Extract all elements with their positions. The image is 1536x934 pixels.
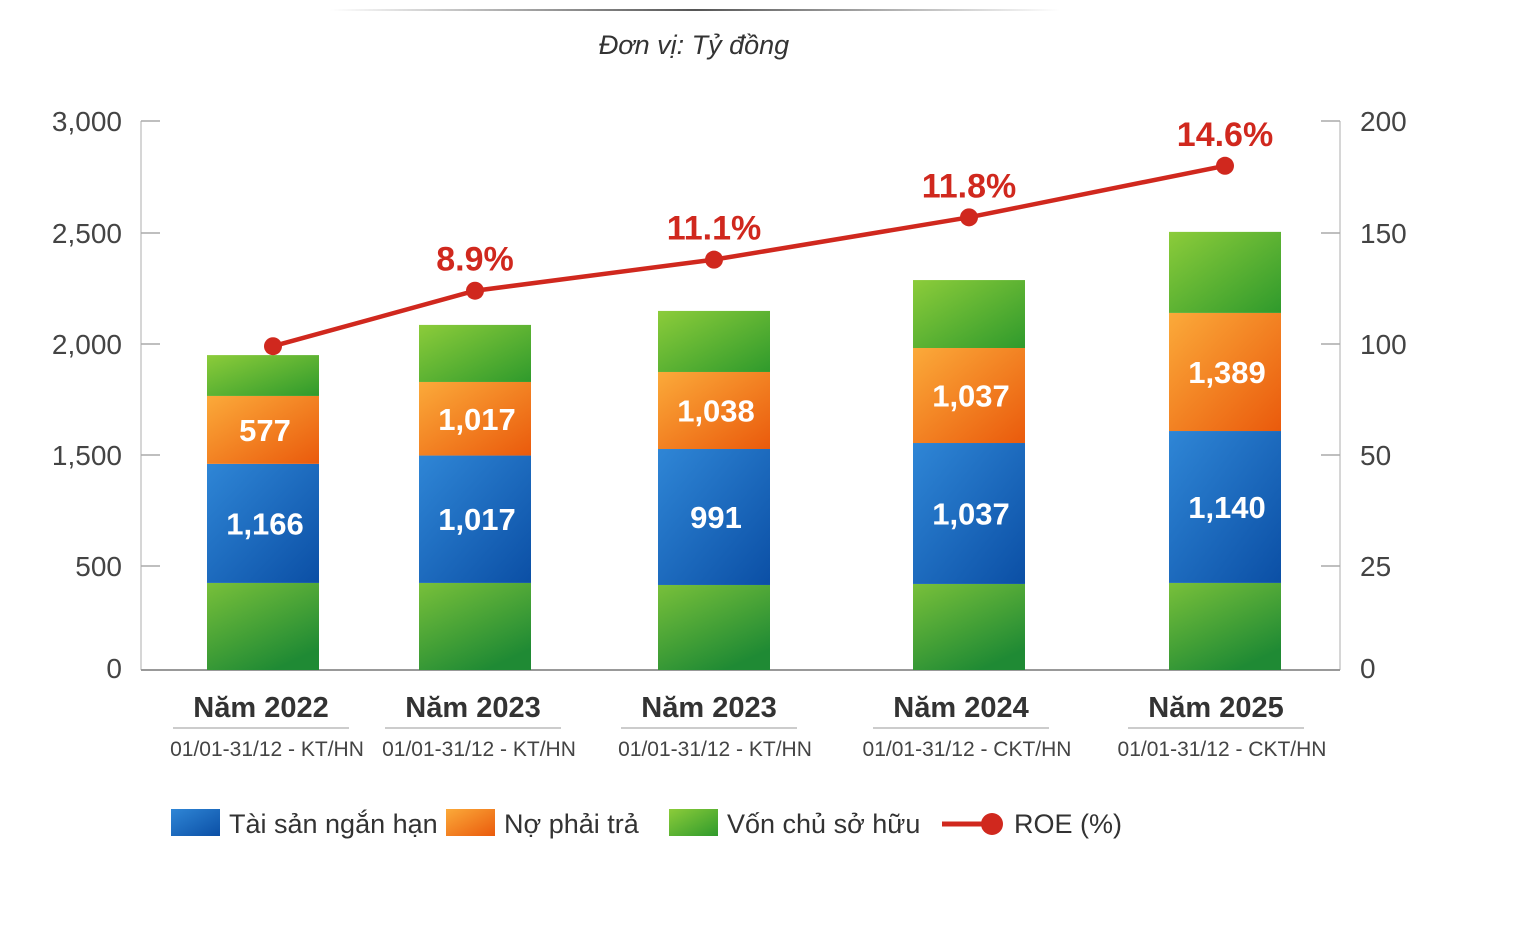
- right-tick-label: 100: [1360, 329, 1407, 360]
- bar-segment-liabilities: [1169, 312, 1281, 432]
- x-subcategory-label: 01/01-31/12 - CKT/HN: [863, 738, 1072, 761]
- bar-segment-equity-upper: [1169, 231, 1281, 313]
- bar-segment-equity-lower: [1169, 582, 1281, 670]
- x-category-label: Năm 2023: [641, 692, 776, 724]
- right-tick-label: 25: [1360, 551, 1391, 582]
- bar-segment-equity-lower: [419, 582, 531, 670]
- left-tick-label: 2,500: [52, 218, 122, 249]
- top-divider: [330, 9, 1060, 11]
- x-subcategory-label: 01/01-31/12 - CKT/HN: [1118, 738, 1327, 761]
- roe-point: [705, 250, 723, 269]
- bar-label-short-term-assets: 1,166: [226, 506, 304, 541]
- legend-label: Nợ phải trả: [504, 809, 640, 839]
- x-subcategory-label: 01/01-31/12 - KT/HN: [170, 738, 364, 761]
- bar-segment-short-term-assets: [1169, 431, 1281, 583]
- left-tick-label: 0: [106, 653, 122, 684]
- bar-label-liabilities: 577: [239, 413, 291, 448]
- bar-segment-short-term-assets: [658, 449, 770, 585]
- bar-segment-equity-lower: [658, 584, 770, 670]
- bar-segment-short-term-assets: [419, 455, 531, 583]
- legend-label: ROE (%): [1014, 809, 1122, 839]
- bar-label-liabilities: 1,017: [438, 402, 516, 437]
- roe-point: [466, 281, 484, 300]
- bar-label-liabilities: 1,389: [1188, 355, 1266, 390]
- x-subcategory-label: 01/01-31/12 - KT/HN: [382, 738, 576, 761]
- bar-label-short-term-assets: 1,017: [438, 502, 516, 537]
- roe-point: [1216, 156, 1234, 175]
- bar-segment-equity-lower: [207, 582, 319, 670]
- roe-point: [960, 208, 978, 227]
- bar-segment-short-term-assets: [913, 443, 1025, 584]
- legend-label: Vốn chủ sở hữu: [727, 809, 920, 839]
- x-category-label: Năm 2022: [193, 692, 328, 724]
- bar-segment-short-term-assets: [207, 463, 319, 583]
- x-category-label: Năm 2023: [405, 692, 540, 724]
- legend-swatch: [171, 809, 220, 836]
- left-tick-label: 2,000: [52, 329, 122, 360]
- bar-label-liabilities: 1,037: [932, 379, 1010, 414]
- right-tick-label: 150: [1360, 218, 1407, 249]
- legend-swatch: [446, 809, 495, 836]
- left-tick-label: 1,500: [52, 440, 122, 471]
- x-category-label: Năm 2025: [1148, 692, 1283, 724]
- bar-label-liabilities: 1,038: [677, 393, 755, 428]
- bar-label-short-term-assets: 991: [690, 500, 742, 535]
- roe-label: 11.1%: [667, 210, 762, 248]
- x-category-label: Năm 2024: [893, 692, 1028, 724]
- bar-segment-equity-upper: [658, 310, 770, 372]
- bar-segment-equity-upper: [913, 280, 1025, 348]
- x-subcategory-label: 01/01-31/12 - KT/HN: [618, 738, 812, 761]
- unit-note: Đơn vị: Tỷ đồng: [599, 30, 789, 60]
- left-tick-label: 3,000: [52, 106, 122, 137]
- right-tick-label: 50: [1360, 440, 1391, 471]
- left-tick-label: 500: [75, 551, 122, 582]
- bar-segment-liabilities: [658, 371, 770, 450]
- bar-segment-equity-lower: [913, 583, 1025, 670]
- bar-segment-liabilities: [207, 395, 319, 464]
- bar-segment-equity-upper: [419, 324, 531, 382]
- bar-segment-liabilities: [419, 381, 531, 456]
- right-tick-label: 200: [1360, 106, 1407, 137]
- roe-label: 14.6%: [1177, 116, 1273, 154]
- bar-segment-liabilities: [913, 347, 1025, 444]
- legend-roe-marker: [981, 813, 1003, 835]
- legend-swatch: [669, 809, 718, 836]
- bar-label-short-term-assets: 1,037: [932, 496, 1010, 531]
- legend-label: Tài sản ngắn hạn: [229, 808, 438, 839]
- roe-point: [264, 337, 282, 356]
- bar-segment-equity-upper: [207, 355, 319, 396]
- roe-label: 11.8%: [922, 167, 1017, 205]
- right-tick-label: 0: [1360, 653, 1376, 684]
- bar-label-short-term-assets: 1,140: [1188, 490, 1266, 525]
- roe-label: 8.9%: [436, 241, 514, 279]
